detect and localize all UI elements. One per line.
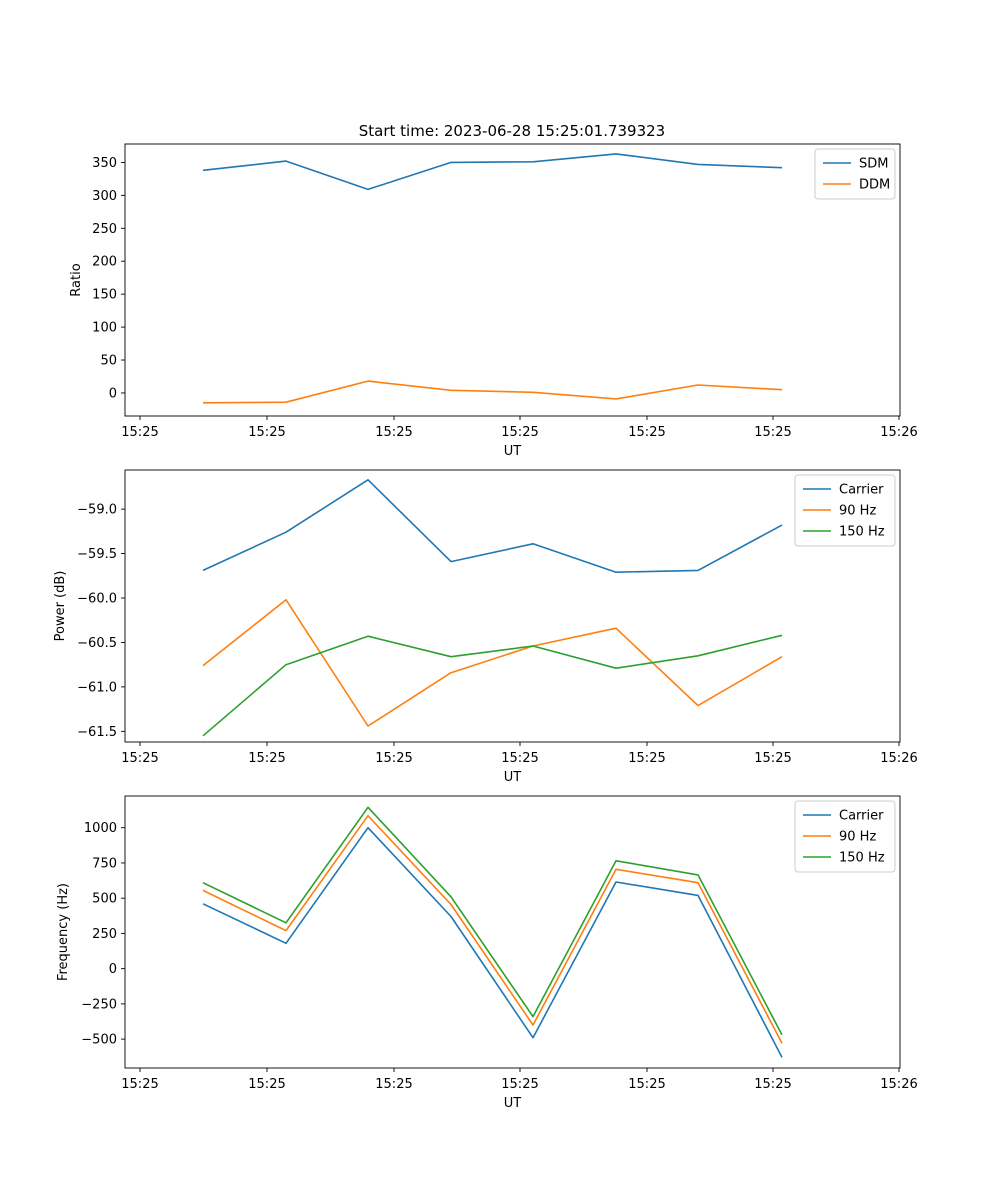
x-tick-label: 15:25 — [248, 425, 285, 440]
x-tick-label: 15:26 — [880, 425, 917, 440]
chart-panel-2: −61.5 −61.0 −60.5 −60.0 −59.5 −59.0 15:25 15:25… — [53, 469, 918, 785]
y-tick-label: −60.5 — [77, 636, 117, 651]
y-tick-label: 0 — [109, 386, 117, 401]
legend: Carrier 90 Hz 150 Hz — [794, 474, 896, 547]
series-line-150-hz — [202, 634, 783, 737]
y-tick-label: 250 — [92, 927, 117, 942]
x-tick-label: 15:25 — [754, 425, 791, 440]
x-tick-label: 15:25 — [628, 1077, 665, 1092]
y-tick-label: −59.5 — [77, 547, 117, 562]
legend-box — [814, 148, 896, 200]
charts-container: 0 50 100 150 200 250 300 350 15:25 15:25 15:25 15:2… — [53, 143, 918, 1111]
plot-frame — [124, 469, 901, 743]
y-tick-label: 750 — [92, 856, 117, 871]
y-tick-label: 350 — [92, 156, 117, 171]
legend-entry: 90 Hz — [839, 830, 876, 845]
legend-entry: DDM — [859, 178, 890, 193]
x-tick-label: 15:25 — [121, 1077, 158, 1092]
y-tick-label: 100 — [92, 321, 117, 336]
y-tick-label: 500 — [92, 892, 117, 907]
x-tick-label: 15:25 — [248, 751, 285, 766]
chart-panel-1: 0 50 100 150 200 250 300 350 15:25 15:25 15:25 15:2… — [69, 143, 918, 459]
legend-entry: SDM — [859, 157, 888, 172]
x-tick-label: 15:25 — [501, 1077, 538, 1092]
legend-entry: 150 Hz — [839, 525, 885, 540]
x-tick-label: 15:25 — [628, 751, 665, 766]
x-tick-label: 15:25 — [375, 751, 412, 766]
x-tick-label: 15:25 — [375, 425, 412, 440]
y-axis-label: Ratio — [69, 263, 84, 296]
x-tick-label: 15:25 — [121, 425, 158, 440]
legend-entry: 90 Hz — [839, 504, 876, 519]
y-tick-label: −59.0 — [77, 503, 117, 518]
x-axis-label: UT — [504, 1096, 522, 1111]
y-tick-label: 0 — [109, 962, 117, 977]
y-tick-label: −60.0 — [77, 592, 117, 607]
y-tick-label: −500 — [81, 1033, 117, 1048]
legend: SDM DDM — [814, 148, 896, 200]
series-line-90-hz — [202, 598, 783, 727]
series-line-ddm — [202, 380, 783, 404]
y-axis-label: Frequency (Hz) — [56, 883, 71, 981]
x-axis-label: UT — [504, 770, 522, 785]
x-tick-label: 15:26 — [880, 751, 917, 766]
y-tick-label: 50 — [100, 354, 117, 369]
x-tick-label: 15:25 — [754, 1077, 791, 1092]
series-line-sdm — [202, 153, 783, 191]
y-tick-label: 250 — [92, 222, 117, 237]
y-tick-label: 1000 — [84, 821, 117, 836]
x-tick-label: 15:26 — [880, 1077, 917, 1092]
legend-box — [794, 800, 896, 873]
legend: Carrier 90 Hz 150 Hz — [794, 800, 896, 873]
x-tick-label: 15:25 — [754, 751, 791, 766]
x-axis-label: UT — [504, 444, 522, 459]
series-line-carrier — [202, 826, 783, 1058]
y-tick-label: 300 — [92, 189, 117, 204]
y-tick-label: −250 — [81, 997, 117, 1012]
chart-panel-3: −500 −250 0 250 500 750 1000 15:25 15:25 15:25 15:… — [56, 795, 918, 1111]
y-tick-label: −61.5 — [77, 725, 117, 740]
plot-frame — [124, 143, 901, 417]
y-axis-label: Power (dB) — [53, 571, 68, 642]
legend-entry: Carrier — [839, 809, 884, 824]
x-tick-label: 15:25 — [121, 751, 158, 766]
series-line-90-hz — [202, 814, 783, 1044]
x-tick-label: 15:25 — [248, 1077, 285, 1092]
plot-frame — [124, 795, 901, 1069]
y-tick-label: −61.0 — [77, 680, 117, 695]
figure-title: Start time: 2023-06-28 15:25:01.739323 — [359, 122, 665, 140]
x-tick-label: 15:25 — [501, 425, 538, 440]
x-tick-label: 15:25 — [375, 1077, 412, 1092]
series-line-carrier — [202, 478, 783, 574]
legend-entry: 150 Hz — [839, 851, 885, 866]
x-tick-label: 15:25 — [501, 751, 538, 766]
x-tick-label: 15:25 — [628, 425, 665, 440]
legend-box — [794, 474, 896, 547]
legend-entry: Carrier — [839, 483, 884, 498]
series-line-150-hz — [202, 806, 783, 1036]
y-tick-label: 200 — [92, 255, 117, 270]
y-tick-label: 150 — [92, 288, 117, 303]
